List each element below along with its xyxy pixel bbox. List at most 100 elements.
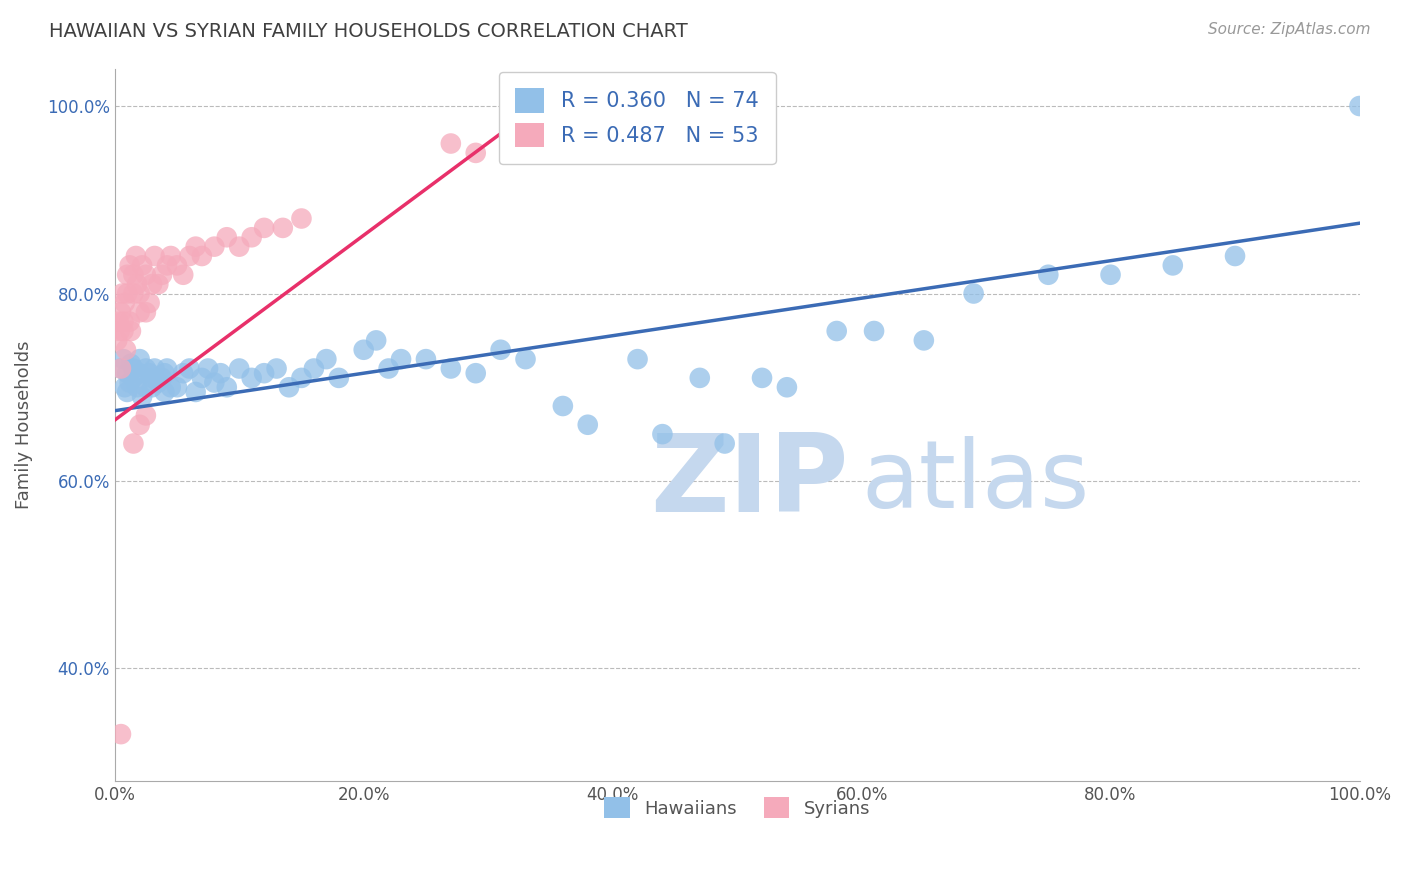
Point [191, 371, 214, 385]
Text: Source: ZipAtlas.com: Source: ZipAtlas.com [1208, 22, 1371, 37]
Point [215, 380, 238, 394]
Legend: Hawaiians, Syrians: Hawaiians, Syrians [598, 790, 877, 825]
Point [118, 259, 141, 273]
Point [228, 361, 250, 376]
Point [751, 371, 773, 385]
Point [148, 376, 170, 390]
Point [128, 286, 150, 301]
Text: ZIP: ZIP [650, 429, 848, 535]
Point [122, 268, 145, 282]
Point [122, 436, 145, 450]
Point [415, 352, 437, 367]
Point [125, 249, 148, 263]
Point [115, 286, 138, 301]
Point [120, 357, 142, 371]
Point [118, 315, 141, 329]
Point [120, 324, 142, 338]
Point [328, 371, 350, 385]
Text: atlas: atlas [862, 436, 1090, 528]
Point [141, 277, 163, 292]
Point [240, 371, 263, 385]
Point [127, 277, 149, 292]
Point [135, 409, 157, 423]
Point [184, 384, 207, 399]
Point [253, 366, 276, 380]
Point [215, 230, 238, 244]
Point [1348, 99, 1371, 113]
Point [110, 361, 132, 376]
Point [626, 352, 648, 367]
Point [172, 268, 194, 282]
Point [353, 343, 375, 357]
Point [128, 352, 150, 367]
Point [689, 371, 711, 385]
Point [191, 249, 214, 263]
Point [122, 286, 145, 301]
Point [114, 296, 136, 310]
Point [1099, 268, 1122, 282]
Point [962, 286, 984, 301]
Point [131, 259, 153, 273]
Point [278, 380, 301, 394]
Point [131, 390, 153, 404]
Point [105, 334, 128, 348]
Point [115, 268, 138, 282]
Point [156, 361, 179, 376]
Point [156, 259, 179, 273]
Point [138, 296, 160, 310]
Point [825, 324, 848, 338]
Point [912, 334, 935, 348]
Text: HAWAIIAN VS SYRIAN FAMILY HOUSEHOLDS CORRELATION CHART: HAWAIIAN VS SYRIAN FAMILY HOUSEHOLDS COR… [49, 22, 688, 41]
Point [143, 249, 166, 263]
Point [111, 286, 134, 301]
Point [115, 343, 138, 357]
Point [179, 361, 201, 376]
Point [377, 361, 399, 376]
Point [290, 211, 312, 226]
Point [128, 366, 150, 380]
Point [110, 727, 132, 741]
Point [112, 352, 135, 367]
Point [135, 361, 157, 376]
Point [150, 371, 173, 385]
Point [266, 361, 288, 376]
Point [128, 417, 150, 432]
Point [148, 277, 170, 292]
Point [651, 427, 673, 442]
Point [135, 268, 157, 282]
Point [166, 259, 188, 273]
Point [172, 366, 194, 380]
Point [1038, 268, 1060, 282]
Point [179, 249, 201, 263]
Point [138, 366, 160, 380]
Point [112, 315, 135, 329]
Point [253, 220, 276, 235]
Point [153, 366, 176, 380]
Point [271, 220, 294, 235]
Point [159, 380, 181, 394]
Point [440, 136, 463, 151]
Point [290, 371, 312, 385]
Point [110, 305, 132, 319]
Point [315, 352, 337, 367]
Point [489, 343, 512, 357]
Point [115, 384, 138, 399]
Point [302, 361, 325, 376]
Point [122, 361, 145, 376]
Point [135, 305, 157, 319]
Point [112, 324, 135, 338]
Point [118, 376, 141, 390]
Point [240, 230, 263, 244]
Point [863, 324, 886, 338]
Point [1223, 249, 1246, 263]
Point [159, 249, 181, 263]
Point [115, 366, 138, 380]
Point [515, 352, 537, 367]
Point [110, 361, 132, 376]
Point [551, 399, 574, 413]
Point [440, 361, 463, 376]
Point [108, 324, 131, 338]
Point [464, 366, 486, 380]
Point [143, 361, 166, 376]
Point [464, 145, 486, 160]
